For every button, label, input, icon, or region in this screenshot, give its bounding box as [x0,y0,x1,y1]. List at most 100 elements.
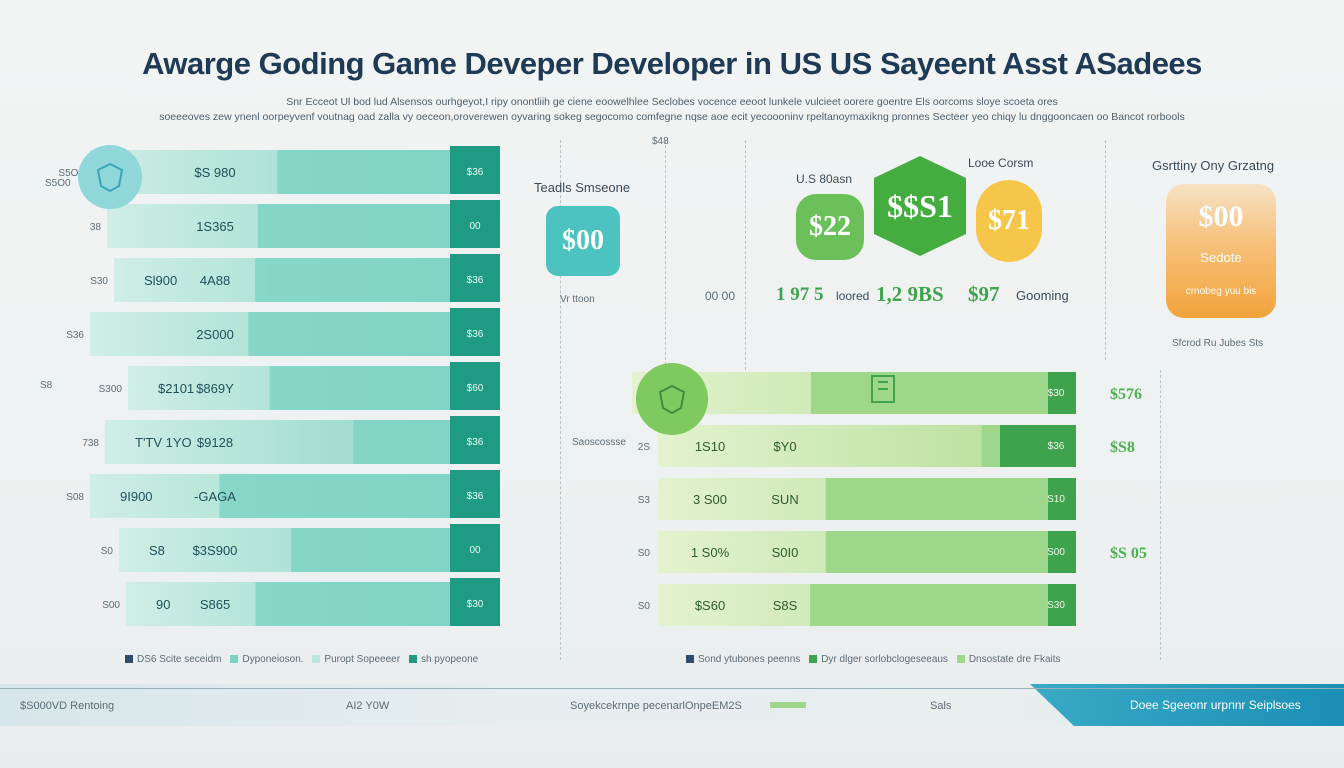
bar-label: T'TV 1YO [135,435,192,450]
bar-end-label: $60 [467,383,484,394]
footer-item: AI2 Y0W [346,700,390,712]
yellow-badge-top-label: Looe Corsm [968,156,1034,170]
legend-label: sh pyopeone [420,654,479,665]
axis-label: Saoscossse [572,437,626,448]
bar-cap [450,200,500,248]
bar-end-label: $36 [467,437,484,448]
row-outer-label: S30 [90,276,108,287]
bar-end-label: $30 [467,599,484,610]
bar-mid [219,474,450,518]
bar-label: 1S10 [695,439,725,454]
bar-label: S0I0 [772,545,799,560]
bar-cap [450,146,500,194]
shield-icon [78,145,142,209]
row-outer-label: 738 [82,438,99,449]
bar-cap [450,254,500,302]
legend-item: Sond ytubones peenns [686,654,800,665]
bar-label: SUN [771,492,798,507]
bar-label: 1 S0% [691,545,730,560]
bar-cap [450,578,500,626]
footer-accent [1030,684,1344,726]
bar-end-label: $36 [467,491,484,502]
row-outer-label: S08 [66,492,84,503]
legend-swatch [230,655,239,664]
orange-card-value: $00 [1198,200,1244,233]
bar-mid [277,150,450,194]
guide-line [560,140,561,660]
orange-card: $00 Sedote crnobeg yuu bis [1166,184,1276,318]
bar-mid [291,528,450,572]
bar-cap [1048,531,1076,573]
bar-end-label: S00 [1047,547,1065,558]
row-value: 1,2 9BS [876,282,944,306]
bar-label: $9128 [197,435,233,450]
bar-end-label: 00 [469,221,481,232]
legend-label: Dyr dlger sorlobclogeseeaus [821,654,948,665]
bar-mid [810,372,1048,414]
row-outer-label: S3 [638,495,651,506]
row-outer-label: S0 [638,548,651,559]
bar-label: S865 [200,597,230,612]
row-label: loored [836,289,870,303]
bar-cap [450,362,500,410]
legend-swatch [809,655,818,664]
bar-mid [825,531,1048,573]
bar-end-label: 00 [469,545,481,556]
bar-end-label: $36 [467,329,484,340]
bar-label: -GAGA [194,489,236,504]
row-outer-label: S0 [638,601,651,612]
bar-label: S8 [149,543,165,558]
footer-divider [0,688,1344,689]
guide-line [1105,140,1106,360]
yellow-value-badge: $71 [976,180,1042,262]
bar-label: $3S900 [193,543,238,558]
legend-label: Puropt Sopeeeer [324,654,401,665]
row-outer-label: S36 [66,330,84,341]
bar-label: $869Y [196,381,234,396]
bar-cap [1048,372,1076,414]
row-value: 1 97 5 [776,284,824,305]
bar-label: 4A88 [200,273,230,288]
bar-mid [255,582,450,626]
bar-end-label: $36 [1048,441,1065,452]
footer-item: Sals [930,700,952,712]
guide-line [1160,370,1161,660]
legend-label: Dyponeioson. [242,654,304,665]
bar-label: 1S365 [196,219,234,234]
bar-mid [269,366,450,410]
bar-label: 9I900 [120,489,153,504]
orange-card-top-label: Gsrttiny Ony Grzatng [1152,158,1275,173]
bar-right-label: $S8 [1110,439,1135,456]
right-bar-chart: $30 $576 2S 1S10 $Y0 $36 $S8 S3 3 S00 SUN S10 S0 1 S… [632,363,1147,626]
green-hex-badge: $$S1 [874,156,966,256]
legend-label: Dnsostate dre Fkaits [968,654,1061,665]
green-value-badge: $22 [796,194,864,260]
row-value: $97 [968,282,1000,306]
bar-label: S8S [773,598,798,613]
footer-item: Soyekcekrnpe pecenarlOnpeEM2S [570,700,742,712]
bar-cap [1000,425,1076,467]
teal-callout-bottom-label: Vr ttoon [560,294,595,305]
bar-cap [450,524,500,572]
bar-label: $S60 [695,598,725,613]
row-outer-label: S0 [101,546,114,557]
bar-right-label: $576 [1110,386,1142,403]
bar-mid [353,420,450,464]
axis-label: S8 [40,380,53,391]
bar-mid [257,204,450,248]
legend-item: Dyr dlger sorlobclogeseeaus [809,654,948,665]
bar-mid [248,312,450,356]
left-bar-chart: S5Oe $S 980 $36 38 1S365 00 S30 Sl900 4A88 $36 S36… [58,145,500,626]
bar-end-label: S30 [1047,600,1065,611]
teal-callout-top-label: Teadls Smseone [534,180,631,195]
legend-item: Dyponeioson. [230,654,304,665]
legend-item: sh pyopeone [408,654,479,665]
row-outer-label: 2S [638,442,651,453]
orange-card-bottom-label: crnobeg yuu bis [1185,286,1257,297]
icon-circle [78,145,142,209]
bar-cap [1048,478,1076,520]
legend-item: DS6 Scite seceidm [125,654,221,665]
row-label: Gooming [1016,288,1069,303]
shield-icon [636,363,708,435]
bar-label: 3 S00 [693,492,727,507]
